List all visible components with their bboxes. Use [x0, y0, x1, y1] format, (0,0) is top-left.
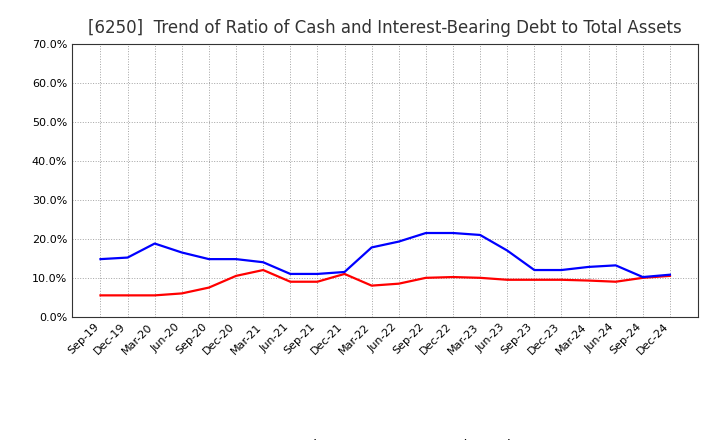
- Interest-Bearing Debt: [639, 275, 647, 280]
- Interest-Bearing Debt: [584, 264, 593, 270]
- Interest-Bearing Debt: [503, 248, 511, 253]
- Cash: [530, 277, 539, 282]
- Interest-Bearing Debt: [178, 250, 186, 255]
- Interest-Bearing Debt: [123, 255, 132, 260]
- Cash: [665, 273, 674, 279]
- Cash: [123, 293, 132, 298]
- Interest-Bearing Debt: [286, 271, 294, 277]
- Cash: [178, 291, 186, 296]
- Cash: [476, 275, 485, 280]
- Interest-Bearing Debt: [204, 257, 213, 262]
- Line: Interest-Bearing Debt: Interest-Bearing Debt: [101, 233, 670, 277]
- Cash: [584, 278, 593, 283]
- Cash: [96, 293, 105, 298]
- Cash: [611, 279, 620, 284]
- Cash: [259, 268, 268, 273]
- Cash: [341, 271, 349, 277]
- Interest-Bearing Debt: [313, 271, 322, 277]
- Cash: [449, 275, 457, 280]
- Interest-Bearing Debt: [476, 232, 485, 238]
- Cash: [204, 285, 213, 290]
- Interest-Bearing Debt: [530, 268, 539, 273]
- Interest-Bearing Debt: [395, 239, 403, 244]
- Interest-Bearing Debt: [367, 245, 376, 250]
- Cash: [313, 279, 322, 284]
- Legend: Cash, Interest-Bearing Debt: Cash, Interest-Bearing Debt: [249, 439, 521, 440]
- Interest-Bearing Debt: [232, 257, 240, 262]
- Interest-Bearing Debt: [611, 263, 620, 268]
- Interest-Bearing Debt: [449, 231, 457, 236]
- Interest-Bearing Debt: [259, 260, 268, 265]
- Title: [6250]  Trend of Ratio of Cash and Interest-Bearing Debt to Total Assets: [6250] Trend of Ratio of Cash and Intere…: [89, 19, 682, 37]
- Cash: [150, 293, 159, 298]
- Cash: [421, 275, 430, 280]
- Interest-Bearing Debt: [341, 269, 349, 275]
- Interest-Bearing Debt: [557, 268, 566, 273]
- Cash: [286, 279, 294, 284]
- Cash: [395, 281, 403, 286]
- Cash: [639, 275, 647, 280]
- Cash: [367, 283, 376, 288]
- Cash: [557, 277, 566, 282]
- Interest-Bearing Debt: [150, 241, 159, 246]
- Interest-Bearing Debt: [96, 257, 105, 262]
- Interest-Bearing Debt: [665, 272, 674, 277]
- Cash: [232, 273, 240, 279]
- Cash: [503, 277, 511, 282]
- Line: Cash: Cash: [101, 270, 670, 295]
- Interest-Bearing Debt: [421, 231, 430, 236]
